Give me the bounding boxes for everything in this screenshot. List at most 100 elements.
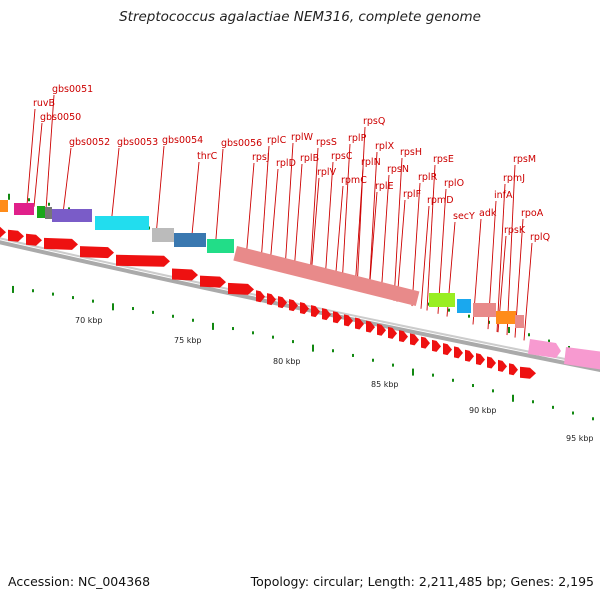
- gene-label: rpsJ: [252, 152, 270, 163]
- leader-line: [309, 147, 319, 277]
- bottom-tick: [172, 314, 174, 318]
- leader-line: [62, 147, 72, 214]
- gene-label: rpsN: [387, 164, 409, 175]
- leader-line: [33, 122, 43, 207]
- feature-rps-block: [233, 246, 420, 307]
- feature-springgreen: [207, 239, 234, 253]
- cds-arrow: [388, 326, 397, 339]
- kbp-label: 80 kbp: [273, 357, 301, 366]
- cds-arrow: [311, 305, 320, 318]
- gene-label: gbs0050: [40, 112, 81, 123]
- bottom-tick: [312, 344, 314, 352]
- cds-arrow: [476, 353, 485, 366]
- gene-label: gbs0051: [52, 84, 93, 95]
- top-tick: [448, 308, 450, 312]
- bottom-tick: [432, 373, 434, 377]
- gene-label: rplN: [361, 157, 381, 168]
- gene-label: rplW: [291, 132, 314, 143]
- feature-purple: [52, 209, 92, 222]
- gene-label: rpsK: [504, 225, 526, 236]
- cds-arrow: [322, 308, 331, 321]
- top-tick: [528, 333, 530, 337]
- cds-arrow: [355, 317, 364, 330]
- bottom-tick: [232, 327, 234, 331]
- bottom-tick: [32, 289, 34, 293]
- leader-line: [245, 162, 255, 260]
- leader-line: [368, 191, 378, 294]
- leader-line: [324, 161, 334, 281]
- cds-arrow: [44, 237, 78, 250]
- gene-label: ruvB: [33, 98, 55, 109]
- bottom-tick: [412, 368, 414, 376]
- feature-magenta: [14, 203, 34, 215]
- feature-lime: [429, 293, 455, 307]
- cds-arrow: [333, 311, 342, 324]
- accession-text: Accession: NC_004368: [8, 574, 151, 589]
- feature-pink-2: [564, 347, 600, 370]
- backbone-shadow: [0, 240, 600, 373]
- gene-label: rplB: [300, 153, 319, 164]
- bottom-tick: [212, 322, 214, 330]
- gene-label: rpsH: [400, 147, 422, 158]
- leader-line: [284, 142, 294, 270]
- bottom-tick: [72, 296, 74, 300]
- leader-line: [260, 145, 270, 264]
- bottom-tick: [152, 310, 154, 314]
- bottom-tick: [352, 353, 354, 357]
- cds-arrow: [509, 363, 518, 376]
- feature-steelblue: [174, 233, 206, 247]
- gene-label: adk: [479, 208, 497, 219]
- gene-labels: gbs0051 ruvB gbs0050 gbs0052 gbs0053 gbs…: [33, 84, 550, 243]
- kbp-label: 70 kbp: [75, 316, 103, 325]
- gene-label: rplC: [267, 135, 287, 146]
- cds-arrow: [410, 333, 419, 346]
- gene-label: rplO: [444, 178, 464, 189]
- leader-line: [506, 164, 516, 336]
- bottom-tick: [392, 363, 394, 367]
- gene-label: rpsC: [331, 151, 353, 162]
- cds-arrow: [300, 302, 309, 315]
- top-tick: [28, 198, 30, 202]
- cds-arrow: [289, 299, 298, 312]
- leader-line: [396, 199, 406, 302]
- bottom-tick: [252, 331, 254, 335]
- gene-label: rpsQ: [363, 116, 385, 127]
- feature-salmon: [473, 303, 496, 317]
- bottom-tick: [112, 303, 114, 311]
- cds-arrow: [498, 359, 507, 372]
- gene-label: rpmD: [427, 195, 454, 206]
- leader-line: [420, 205, 430, 309]
- cds-arrow: [256, 290, 265, 303]
- leader-line: [190, 161, 200, 245]
- top-tick: [488, 320, 490, 324]
- leader-line: [426, 164, 436, 311]
- feature-salmon-end: [515, 315, 524, 328]
- cds-arrow: [228, 282, 254, 295]
- bottom-tick: [512, 394, 514, 402]
- leader-line: [269, 168, 279, 266]
- gene-label: gbs0052: [69, 137, 110, 148]
- gene-label: rplP: [348, 133, 367, 144]
- kbp-label: 90 kbp: [469, 406, 497, 415]
- cds-arrow: [116, 254, 170, 267]
- leader-line: [411, 182, 421, 307]
- gene-label: rpsS: [316, 137, 337, 148]
- leader-line: [523, 242, 533, 341]
- gene-label: rplR: [418, 172, 438, 183]
- leader-line: [354, 167, 364, 290]
- bottom-tick: [492, 389, 494, 393]
- top-tick: [8, 193, 10, 200]
- map-title: Streptococcus agalactiae NEM316, complet…: [119, 9, 481, 25]
- leader-line: [380, 174, 390, 297]
- gene-label: rpoA: [521, 208, 544, 219]
- gene-label: gbs0056: [221, 138, 262, 149]
- cds-arrow: [487, 356, 496, 369]
- cds-arrow: [366, 320, 375, 333]
- topology-stats-text: Topology: circular; Length: 2,211,485 bp…: [250, 574, 594, 589]
- gene-label: gbs0054: [162, 135, 203, 146]
- cds-arrow: [344, 314, 353, 327]
- gene-label: rplQ: [530, 232, 550, 243]
- leader-line: [26, 108, 36, 206]
- feature-gray-small: [45, 207, 52, 219]
- top-tick: [468, 314, 470, 318]
